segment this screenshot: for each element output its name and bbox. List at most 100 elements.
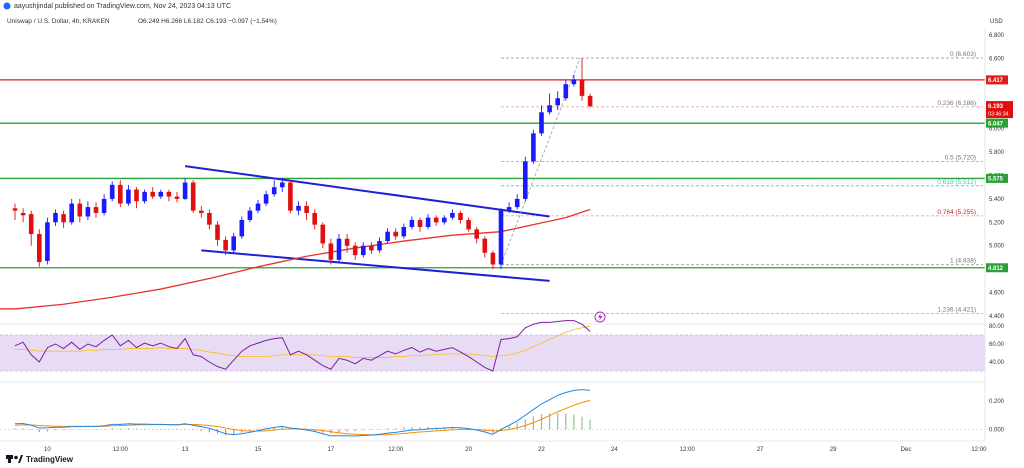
candle-body bbox=[587, 95, 593, 107]
candle-body bbox=[571, 79, 577, 85]
macd-histogram-bar bbox=[111, 428, 113, 430]
rsi-tick-label: 60.00 bbox=[989, 342, 1005, 348]
fibonacci-level-label: 0.764 (5.255) bbox=[937, 209, 976, 216]
candle-body bbox=[134, 189, 139, 202]
fibonacci-level-label: 0 (6.603) bbox=[950, 51, 976, 58]
price-tick-label: 5.800 bbox=[989, 150, 1005, 156]
macd-histogram-bar bbox=[184, 428, 186, 430]
price-tick-label: 6.000 bbox=[989, 127, 1005, 133]
macd-histogram-bar bbox=[127, 428, 129, 430]
macd-histogram-bar bbox=[387, 428, 389, 430]
candle-body bbox=[450, 212, 455, 218]
candle-body bbox=[514, 198, 520, 208]
macd-histogram-bar bbox=[419, 427, 421, 430]
macd-histogram-bar bbox=[411, 426, 413, 430]
macd-histogram-bar bbox=[208, 429, 210, 433]
macd-line bbox=[14, 389, 591, 437]
candle-body bbox=[207, 212, 212, 225]
level-price-tag bbox=[986, 118, 1008, 128]
rsi-band bbox=[0, 335, 985, 371]
candle-body bbox=[523, 161, 528, 199]
macd-histogram-bar bbox=[281, 426, 283, 430]
level-price-tags: 6.417 6.047 5.575 4.812 6.193 03:46:34 bbox=[986, 75, 1013, 273]
author-avatar bbox=[3, 2, 11, 10]
ohlc-values: O6.249 H6.266 L6.182 C6.193 −0.097 (−1.5… bbox=[138, 18, 277, 25]
candle-body bbox=[45, 222, 50, 261]
candle-body bbox=[118, 184, 123, 204]
macd-histogram-bar bbox=[354, 429, 356, 432]
price-pane: 0 (6.603) 0.236 (6.186) 0.5 (5.720) 0.618 (… bbox=[0, 51, 985, 323]
fibonacci-levels: 0 (6.603) 0.236 (6.186) 0.5 (5.720) 0.618 (… bbox=[501, 51, 983, 314]
macd-histogram-bar bbox=[459, 427, 462, 430]
candle-body bbox=[199, 210, 204, 213]
candle-body bbox=[539, 112, 544, 134]
candle-body bbox=[328, 243, 334, 260]
macd-histogram-bar bbox=[549, 413, 551, 430]
candle-body bbox=[247, 210, 253, 220]
macd-histogram-bar bbox=[338, 429, 340, 433]
candle-body bbox=[158, 191, 164, 197]
price-tick-label: 5.200 bbox=[989, 220, 1005, 226]
candle-body bbox=[93, 207, 99, 213]
price-tick-label: 4.400 bbox=[989, 314, 1005, 320]
macd-histogram-bar bbox=[362, 429, 364, 431]
candle-body bbox=[288, 182, 293, 211]
macd-histogram-bar bbox=[103, 429, 105, 430]
candle-body bbox=[239, 219, 245, 237]
tradingview-brand: TradingView bbox=[26, 455, 74, 464]
macd-histogram-bar bbox=[160, 429, 162, 430]
macd-histogram-bar bbox=[135, 428, 138, 430]
time-tick-label: 13 bbox=[182, 447, 189, 453]
macd-histogram-bar bbox=[573, 414, 575, 430]
time-tick-label: 29 bbox=[830, 447, 837, 453]
rsi-axis-ticks: 80.00 60.00 40.00 bbox=[989, 324, 1005, 366]
macd-histogram-bar bbox=[540, 414, 543, 430]
lightning-icon[interactable] bbox=[594, 311, 606, 323]
macd-histogram-bar bbox=[378, 428, 381, 430]
macd-axis-ticks: 0.200 0.000 bbox=[989, 399, 1005, 433]
time-tick-label: 24 bbox=[611, 447, 618, 453]
candle-body bbox=[166, 191, 172, 197]
macd-histogram-bar bbox=[176, 429, 178, 430]
candle-body bbox=[263, 194, 269, 204]
price-tick-label: 6.600 bbox=[989, 56, 1005, 62]
macd-histogram-bar bbox=[54, 429, 57, 431]
macd-tick-label: 0.000 bbox=[989, 427, 1005, 433]
candle-body bbox=[393, 231, 398, 237]
fibonacci-level-label: 0.5 (5.720) bbox=[945, 154, 976, 161]
time-tick-label: 12:00 bbox=[388, 447, 404, 453]
macd-histogram-bar bbox=[565, 413, 567, 430]
candle-body bbox=[458, 212, 463, 220]
candle-body bbox=[61, 214, 66, 223]
macd-histogram-bar bbox=[557, 412, 559, 430]
rsi-moving-average-line bbox=[15, 325, 591, 358]
candle-body bbox=[190, 182, 196, 211]
symbol-line: Uniswap / U.S. Dollar, 4h, KRAKEN bbox=[7, 18, 110, 25]
time-tick-label: 10 bbox=[44, 447, 51, 453]
candle-body bbox=[271, 187, 277, 195]
candle-body bbox=[555, 98, 560, 106]
macd-histogram-bar bbox=[79, 429, 81, 430]
candle-body bbox=[12, 208, 18, 211]
time-tick-label: 12:00 bbox=[113, 447, 129, 453]
currency-label: USD bbox=[990, 19, 1003, 25]
macd-histogram-bar bbox=[370, 429, 372, 430]
candle-body bbox=[401, 227, 407, 237]
candles bbox=[12, 58, 593, 270]
candle-body bbox=[482, 238, 488, 253]
candle-body bbox=[312, 212, 317, 225]
macd-histogram-bar bbox=[249, 429, 251, 431]
macd-histogram-bar bbox=[22, 428, 24, 430]
candle-body bbox=[409, 219, 415, 228]
candle-body bbox=[361, 245, 366, 256]
fibonacci-level-label: 1 (4.838) bbox=[950, 258, 976, 265]
channel-line bbox=[184, 165, 550, 218]
macd-pane: 0.200 0.000 bbox=[0, 389, 1005, 437]
candle-body bbox=[85, 207, 91, 217]
fibonacci-level-label: 0.236 (6.186) bbox=[937, 100, 976, 107]
candle-body bbox=[215, 224, 220, 240]
level-price-tag bbox=[986, 75, 1008, 85]
candle-body bbox=[223, 239, 228, 251]
macd-tick-label: 0.200 bbox=[989, 399, 1005, 405]
